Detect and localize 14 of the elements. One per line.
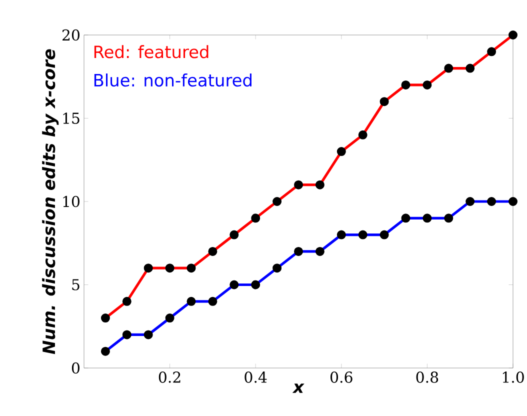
x-axis-title: x xyxy=(292,384,304,393)
y-tick-label: 0 xyxy=(72,362,80,374)
y-axis-title: Num. discussion edits by x-core xyxy=(42,49,59,354)
y-tick-label: 15 xyxy=(63,112,80,124)
y-tick-label: 5 xyxy=(72,279,80,290)
text: Blue: non-featured xyxy=(94,73,252,87)
x-tick-label: 0.2 xyxy=(158,372,180,383)
x-tick-label: 1.0 xyxy=(502,372,524,383)
x-tick-label: 0.4 xyxy=(244,372,267,383)
x-tick-label: 0.6 xyxy=(330,372,352,383)
x-tick-label: 0.8 xyxy=(416,372,438,383)
y-tick-label: 20 xyxy=(62,29,80,41)
text: Red: featured xyxy=(94,45,208,58)
y-tick-label: 10 xyxy=(63,196,80,208)
